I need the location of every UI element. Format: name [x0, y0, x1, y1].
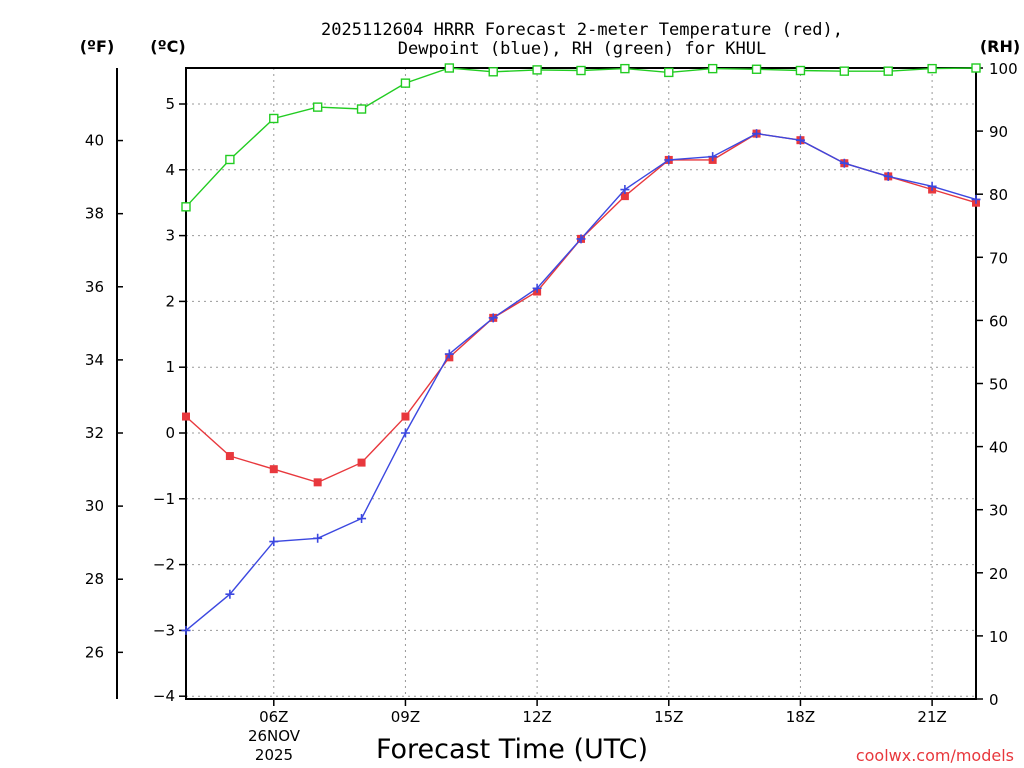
date-label-day: 26NOV [248, 727, 301, 745]
axes-layer [116, 67, 983, 706]
rh-point [488, 67, 498, 77]
tick-labels-layer: −4−3−2−101234526283032343638400102030405… [85, 60, 1018, 726]
temperature-point [182, 412, 190, 421]
temperature-series-line [185, 132, 977, 484]
dewpoint-point [313, 533, 323, 543]
rh-point [312, 102, 323, 112]
rh-point [356, 104, 367, 114]
credit-text: coolwx.com/models [856, 746, 1014, 765]
rh-point [883, 66, 893, 76]
rh-point [971, 63, 981, 73]
celsius-tick-label: 1 [165, 358, 175, 376]
celsius-tick-label: 3 [165, 227, 175, 245]
rh-point [181, 202, 191, 212]
celsius-tick-label: 5 [165, 95, 175, 113]
dewpoint-point [181, 625, 191, 635]
rh-series-line [185, 67, 977, 208]
dewpoint-point [883, 171, 893, 181]
fahrenheit-tick-label: 30 [85, 497, 104, 515]
dewpoint-point [269, 537, 279, 547]
temperature-point [357, 458, 366, 467]
rh-point [795, 65, 806, 76]
dewpoint-point [708, 152, 718, 162]
rh-tick-label: 50 [989, 376, 1008, 394]
rh-point [400, 78, 411, 88]
rh-tick-label: 30 [989, 502, 1008, 520]
rh-unit-label: (RH) [980, 37, 1020, 56]
rh-point [664, 67, 674, 78]
rh-point [269, 113, 279, 124]
dewpoint-point [576, 234, 586, 244]
celsius-tick-label: 4 [165, 161, 175, 179]
dewpoint-point [488, 313, 498, 323]
celsius-tick-label: 0 [165, 424, 175, 442]
x-tick-label: 15Z [654, 708, 683, 726]
temperature-point [401, 412, 410, 421]
celsius-unit-label: (ºC) [150, 37, 185, 56]
fahrenheit-unit-label: (ºF) [80, 37, 115, 56]
celsius-tick-label: 2 [165, 292, 175, 310]
dewpoint-point [532, 283, 542, 293]
series-layer [181, 63, 981, 635]
temperature-point [225, 452, 234, 461]
rh-tick-label: 70 [989, 249, 1008, 267]
celsius-tick-label: −3 [153, 621, 175, 639]
temperature-point [620, 192, 629, 201]
rh-point [839, 66, 850, 76]
rh-point [707, 63, 718, 74]
rh-point [444, 63, 455, 73]
rh-tick-label: 100 [989, 60, 1018, 78]
x-axis-label: Forecast Time (UTC) [376, 734, 648, 765]
fahrenheit-tick-label: 38 [85, 205, 104, 223]
dewpoint-point [620, 185, 630, 195]
rh-point [620, 63, 630, 74]
dewpoint-point [400, 428, 410, 438]
dewpoint-point [752, 129, 762, 139]
rh-tick-label: 40 [989, 439, 1008, 457]
fahrenheit-tick-label: 40 [85, 132, 104, 150]
dewpoint-point [971, 194, 981, 204]
fahrenheit-tick-label: 32 [85, 424, 104, 442]
rh-point [225, 154, 235, 165]
dewpoint-point [839, 158, 849, 168]
x-tick-label: 09Z [391, 708, 420, 726]
fahrenheit-tick-label: 34 [85, 351, 104, 369]
grid-layer [186, 68, 976, 699]
plot-frame [185, 67, 977, 700]
rh-tick-label: 20 [989, 565, 1008, 583]
dewpoint-point [444, 349, 454, 359]
x-tick-label: 12Z [522, 708, 551, 726]
x-tick-label: 18Z [786, 708, 815, 726]
chart-title: 2025112604 HRRR Forecast 2-meter Tempera… [321, 20, 843, 40]
dewpoint-point [664, 155, 674, 165]
fahrenheit-tick-label: 36 [85, 278, 104, 296]
rh-tick-label: 80 [989, 186, 1008, 204]
date-label-year: 2025 [255, 746, 293, 764]
celsius-tick-label: −1 [153, 490, 175, 508]
dewpoint-point [795, 135, 805, 145]
dewpoint-point [225, 589, 235, 599]
chart-subtitle: Dewpoint (blue), RH (green) for KHUL [398, 39, 766, 59]
temperature-point [313, 478, 322, 487]
fahrenheit-tick-label: 26 [85, 643, 104, 661]
celsius-tick-label: −4 [153, 687, 175, 705]
rh-tick-label: 0 [989, 691, 999, 709]
rh-tick-label: 10 [989, 628, 1008, 646]
temperature-point [269, 465, 278, 474]
rh-point [576, 65, 586, 76]
rh-tick-label: 90 [989, 123, 1008, 141]
dewpoint-point [357, 514, 367, 524]
celsius-tick-label: −2 [153, 556, 175, 574]
rh-point [751, 64, 762, 74]
dewpoint-series-line [185, 132, 977, 631]
fahrenheit-tick-label: 28 [85, 570, 104, 588]
rh-point [532, 65, 542, 75]
x-tick-label: 06Z [259, 708, 288, 726]
rh-point [927, 63, 937, 74]
rh-tick-label: 60 [989, 312, 1008, 330]
dewpoint-point [927, 181, 937, 191]
x-tick-label: 21Z [917, 708, 946, 726]
